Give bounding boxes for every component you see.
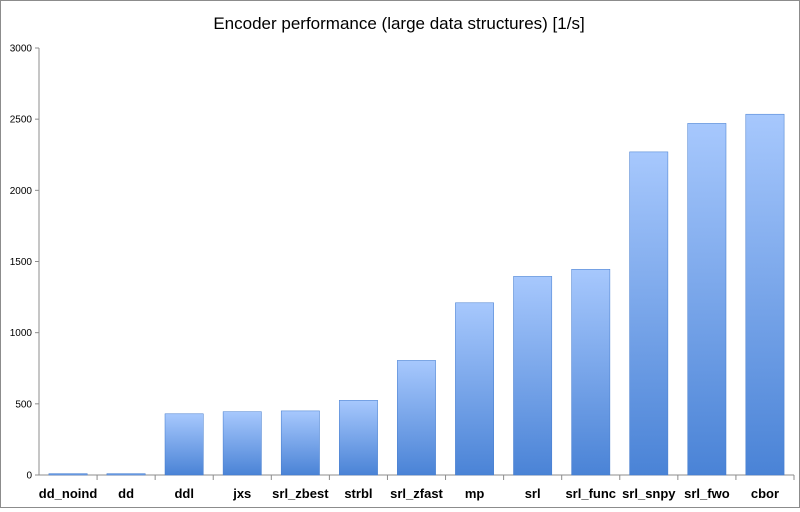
x-tick-label: dd [118,486,134,501]
y-tick-label: 3000 [10,44,33,55]
bar-strbl [339,400,378,476]
x-tick-label: srl_fwo [684,486,730,501]
x-tick-label: cbor [751,486,779,501]
y-tick-label: 0 [26,471,32,482]
bars [48,113,785,476]
y-tick-label: 2500 [10,115,33,126]
y-tick-label: 1500 [10,257,33,268]
x-tick-label: srl_snpy [622,486,676,501]
bar-dd [106,473,146,476]
bar-srl-snpy [629,151,669,476]
x-tick-label: srl_zfast [390,486,443,501]
y-tick-label: 1000 [10,328,33,339]
x-tick-label: jxs [232,486,251,501]
bar-srl-func [571,269,611,476]
bar-dd-noind [48,473,88,476]
x-tick-label: strbl [344,486,372,501]
chart-title: Encoder performance (large data structur… [213,14,584,33]
bar-cbor [745,113,785,476]
x-tick-label: srl_func [565,486,616,501]
bar-mp [455,302,494,476]
x-tick-label: dd_noind [39,486,98,501]
x-tick-label: mp [465,486,485,501]
y-axis-ticks: 0 500 1000 1500 2000 2500 3000 [10,44,39,482]
bar-srl-zfast [397,360,436,476]
bar-jxs [222,411,262,476]
bar-srl [513,276,553,476]
bar-srl-fwo [687,123,727,476]
bar-ddl [164,413,204,476]
y-tick-label: 2000 [10,186,33,197]
x-tick-label: ddl [174,486,194,501]
x-axis-ticks: dd_noind dd ddl jxs srl_zbest strbl srl_zfast m… [39,475,795,501]
x-tick-label: srl [525,486,541,501]
y-tick-label: 500 [15,399,32,410]
bar-srl-zbest [280,410,320,476]
x-tick-label: srl_zbest [272,486,329,501]
